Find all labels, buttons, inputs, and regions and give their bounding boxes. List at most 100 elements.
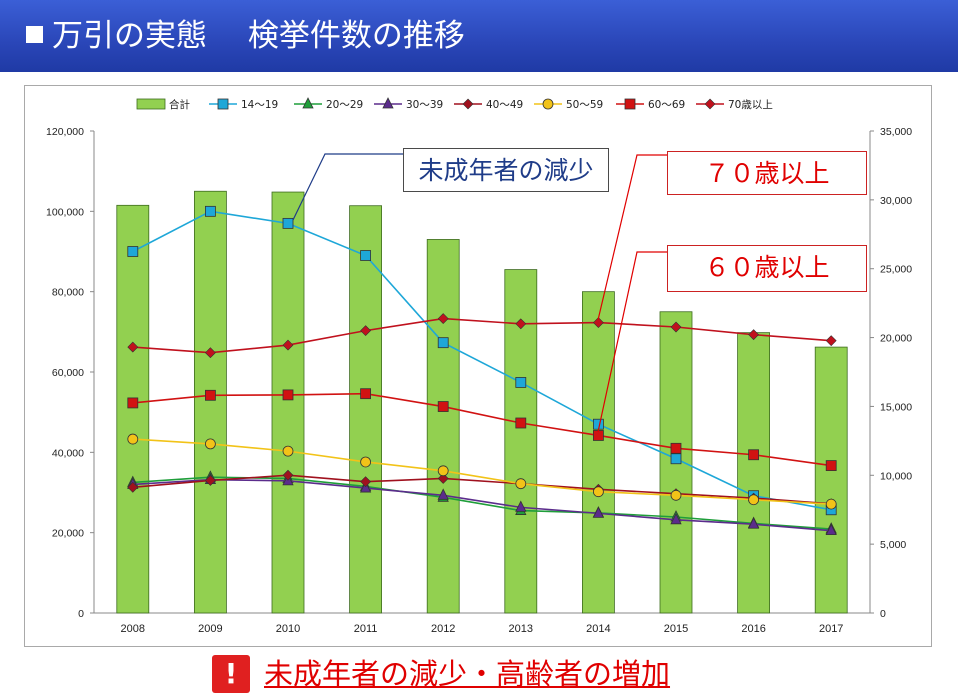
legend-item: 60〜69 [616, 98, 685, 111]
left-tick-label: 0 [78, 608, 84, 620]
x-tick-label: 2010 [276, 623, 300, 635]
data-point [670, 489, 682, 501]
data-point [515, 318, 527, 330]
data-point [542, 98, 554, 110]
bar [426, 239, 460, 614]
data-point [825, 498, 837, 510]
x-tick-label: 2008 [121, 623, 145, 635]
data-point [437, 473, 449, 484]
legend-label: 70歳以上 [728, 99, 773, 111]
legend-item: 14〜19 [209, 98, 278, 111]
callout-over-70: ７０歳以上 [667, 151, 867, 195]
left-tick-label: 100,000 [46, 206, 84, 218]
right-tick-label: 10,000 [880, 470, 912, 482]
data-point [748, 494, 759, 506]
data-point [204, 389, 216, 401]
data-point [204, 438, 216, 450]
data-point [127, 246, 139, 257]
data-point [437, 488, 449, 500]
legend-item: 30〜39 [374, 97, 443, 111]
legend-item: 50〜59 [534, 98, 603, 111]
data-point [282, 389, 294, 401]
legend-label: 40〜49 [486, 99, 523, 111]
data-point [670, 512, 682, 525]
legend: 合計 14〜19 20〜29 30〜39 40〜49 50〜59 60〜69 70歳以上 [136, 97, 773, 111]
data-point [359, 481, 372, 493]
data-point [437, 337, 449, 349]
callout-over-60: ６０歳以上 [667, 245, 867, 292]
bullet-square-icon [26, 26, 43, 43]
right-tick-label: 30,000 [880, 195, 912, 207]
series-40〜49 [127, 469, 837, 510]
data-point [515, 500, 527, 512]
data-point [437, 313, 449, 325]
data-point [825, 523, 837, 536]
right-tick-label: 25,000 [880, 264, 912, 276]
bar [582, 291, 615, 614]
series-line [132, 478, 832, 532]
x-tick-label: 2009 [198, 623, 222, 635]
data-point [127, 397, 139, 409]
data-point [382, 97, 394, 109]
series-line [132, 210, 832, 511]
series-line [132, 392, 832, 467]
data-point [282, 445, 294, 457]
data-point [593, 418, 604, 430]
legend-item: 40〜49 [454, 98, 523, 111]
bar [271, 191, 305, 614]
data-point [282, 469, 294, 481]
legend-swatch [136, 98, 166, 110]
x-tick-label: 2012 [431, 623, 455, 635]
data-point [624, 98, 636, 110]
data-point [127, 341, 139, 353]
data-point [515, 377, 527, 388]
x-tick-label: 2016 [741, 623, 765, 635]
left-tick-label: 20,000 [52, 528, 84, 540]
data-point [593, 430, 604, 441]
exclamation-icon: ! [212, 655, 250, 693]
data-point [360, 325, 372, 337]
combo-chart: 0 20,000 40,000 60,000 80,000 100,000 120,000 0… [46, 97, 912, 635]
data-point [437, 401, 449, 412]
conclusion-text: 未成年者の減少・高齢者の増加 [264, 657, 671, 691]
legend-label: 20〜29 [326, 99, 363, 111]
data-point [204, 347, 216, 359]
series-70歳以上 [127, 313, 837, 359]
data-point [515, 478, 527, 490]
data-point [825, 460, 837, 471]
series-60〜69 [127, 388, 837, 471]
data-point [670, 453, 682, 465]
bar [814, 346, 848, 614]
data-point [670, 442, 682, 454]
legend-item: 合計 [136, 98, 190, 111]
data-point [704, 98, 716, 110]
page-title: 万引の実態 検挙件数の推移 [52, 18, 465, 54]
data-point [360, 476, 372, 488]
legend-label: 50〜59 [566, 99, 603, 111]
left-tick-label: 120,000 [46, 126, 84, 138]
left-tick-label: 40,000 [52, 447, 84, 459]
series-line [132, 474, 832, 505]
data-point [282, 217, 294, 229]
bar [737, 332, 770, 614]
data-point [748, 449, 759, 461]
bar [116, 204, 150, 614]
data-point [593, 486, 604, 498]
right-tick-label: 35,000 [880, 126, 912, 138]
data-point [825, 335, 837, 347]
x-tick-label: 2017 [819, 623, 843, 635]
x-tick-label: 2014 [586, 623, 610, 635]
bar [193, 190, 227, 614]
legend-label: 14〜19 [241, 99, 278, 111]
data-point [204, 475, 216, 486]
x-tick-label: 2011 [354, 623, 378, 635]
x-tick-label: 2013 [509, 623, 533, 635]
legend-item: 70歳以上 [696, 98, 773, 111]
right-tick-label: 15,000 [880, 401, 912, 413]
left-tick-label: 60,000 [52, 367, 84, 379]
series-line [132, 317, 832, 354]
bar [349, 205, 383, 614]
data-point [437, 465, 449, 477]
data-point [592, 506, 605, 518]
data-point [360, 456, 372, 468]
